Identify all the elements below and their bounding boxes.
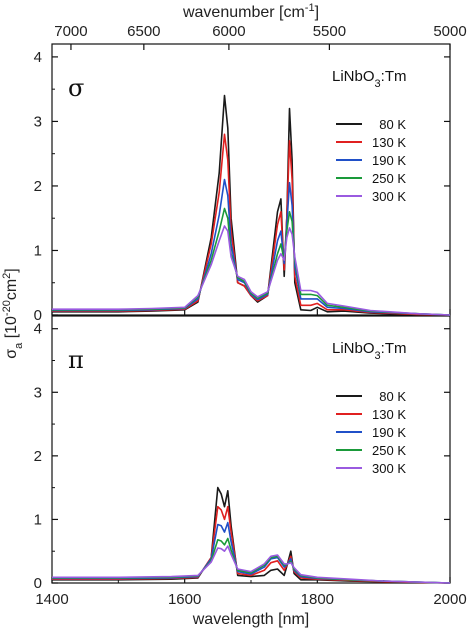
legend-entry: 80 K xyxy=(379,389,406,404)
top-wavenumber-axis: 7000 6500 6000 5500 5000 wavenumber [cm-1] xyxy=(54,2,467,50)
series-line-250k xyxy=(52,207,451,316)
legend-entry: 250 K xyxy=(372,171,406,186)
material-label: LiNbO3:Tm xyxy=(332,340,406,362)
x-tick-label: 2000 xyxy=(433,591,466,608)
y-tick-label: 4 xyxy=(34,49,42,66)
polarization-symbol: σ xyxy=(68,74,84,102)
y-axis-label: σa [10-20cm2] xyxy=(1,268,25,359)
x-tick-label: 1800 xyxy=(301,591,334,608)
legend-entry: 300 K xyxy=(372,461,406,476)
legend-entry: 300 K xyxy=(372,189,406,204)
panel-frame-0 xyxy=(51,43,451,316)
y-tick-label: 3 xyxy=(34,384,42,401)
y-tick-label: 1 xyxy=(34,511,42,528)
x-axis-title: wavelength [nm] xyxy=(192,611,310,628)
legend-entry: 250 K xyxy=(372,443,406,458)
series-line-80k xyxy=(52,94,451,316)
pi-panel: 0 1 2 3 4 π LiNbO3:Tm 80 K 130 K 190 K 250 K 300 K xyxy=(34,321,451,592)
series-line-130k xyxy=(52,133,451,316)
top-tick-label: 6000 xyxy=(212,23,245,40)
series-line-80k xyxy=(52,486,451,584)
legend-entry: 80 K xyxy=(379,117,406,132)
material-label: LiNbO3:Tm xyxy=(332,68,406,90)
top-tick-label: 5000 xyxy=(433,23,466,40)
legend-entry: 190 K xyxy=(372,425,406,440)
top-tick-label: 6500 xyxy=(127,23,160,40)
top-axis-title: wavenumber [cm-1] xyxy=(182,2,319,21)
y-tick-label: 0 xyxy=(34,575,42,592)
series-line-300k xyxy=(52,225,451,316)
x-tick-label: 1600 xyxy=(168,591,201,608)
top-tick-label: 7000 xyxy=(54,23,87,40)
series-line-190k xyxy=(52,178,451,316)
y-tick-label: 3 xyxy=(34,113,42,130)
legend-entry: 130 K xyxy=(372,407,406,422)
sigma-panel: 0 1 2 3 4 σ LiNbO3:Tm 80 K 130 K 190 K 250 K 300 K xyxy=(34,49,451,324)
legend-entry: 190 K xyxy=(372,153,406,168)
series-line-190k xyxy=(52,521,451,584)
top-tick-label: 5500 xyxy=(313,23,346,40)
y-tick-label: 1 xyxy=(34,242,42,259)
y-tick-label: 0 xyxy=(34,307,42,324)
legend-entry: 130 K xyxy=(372,135,406,150)
y-tick-label: 2 xyxy=(34,178,42,195)
y-tick-label: 4 xyxy=(34,321,42,338)
series-line-300k xyxy=(52,545,451,584)
y-tick-label: 2 xyxy=(34,448,42,465)
polarization-symbol: π xyxy=(68,346,84,374)
x-tick-label: 1400 xyxy=(35,591,68,608)
